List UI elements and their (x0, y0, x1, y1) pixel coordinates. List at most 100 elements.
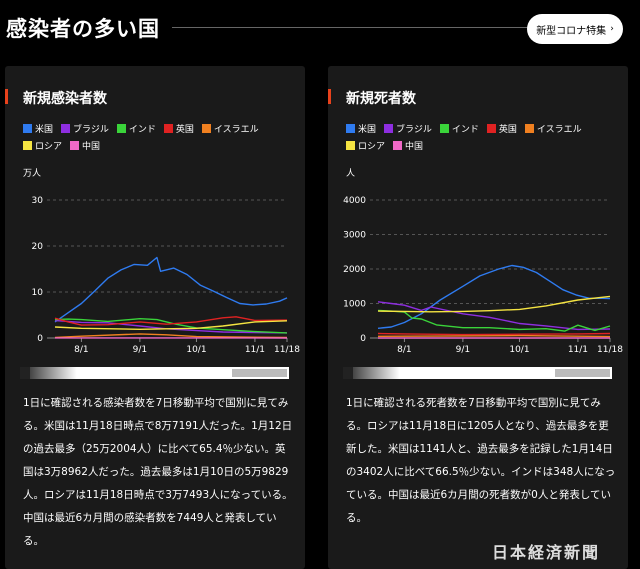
legend-label: ブラジル (73, 125, 109, 135)
legend-swatch (486, 124, 496, 133)
legend-item[interactable]: イスラエル (201, 122, 259, 139)
y-unit-label: 万人 (23, 169, 42, 179)
y-tick-label: 10 (32, 288, 44, 298)
x-tick-label: 10/1 (509, 345, 529, 355)
legend-label: 英国 (175, 125, 194, 135)
series-line-英国 (377, 332, 611, 336)
nikkei-logo: 日本経済新聞 (492, 543, 601, 562)
legend-row: 米国 ブラジル インド 英国 イスラエル (23, 122, 293, 139)
legend-label: イスラエル (536, 125, 582, 135)
panel-description: 1日に確認される感染者数を7日移動平均で国別に見てみる。米国は11月18日時点で… (23, 397, 293, 547)
legend-label: ロシア (35, 142, 63, 152)
series-line-ブラジル (54, 319, 288, 334)
legend-row: ロシア 中国 (346, 139, 616, 156)
x-tick-label: 10/1 (186, 345, 206, 355)
panel-accent-bar (328, 89, 331, 104)
legend-item[interactable]: ロシア (346, 139, 385, 156)
panel-description: 1日に確認される死者数を7日移動平均で国別に見てみる。ロシアは11月18日に12… (346, 397, 616, 524)
covid-feature-label: 新型コロナ特集 (536, 25, 607, 37)
panel-accent-bar (5, 89, 8, 104)
series-line-インド (54, 318, 288, 334)
legend-item[interactable]: イスラエル (524, 122, 582, 139)
legend-label: 米国 (358, 125, 377, 135)
series-line-イスラエル (377, 334, 611, 338)
y-tick-label: 30 (32, 196, 44, 206)
legend-label: 中国 (405, 142, 424, 152)
legend-swatch (201, 124, 211, 133)
series-line-ロシア (54, 320, 288, 330)
legend-item[interactable]: ロシア (23, 139, 62, 156)
panel-title: 新規死者数 (346, 91, 416, 107)
series-line-米国 (54, 256, 288, 323)
legend-swatch (23, 124, 32, 133)
y-unit-label: 人 (346, 169, 356, 179)
chevron-right-icon: › (610, 24, 614, 34)
new-cases-panel: 新規感染者数 米国 ブラジル インド 英国 イスラエルロシア 中国 万人 0 10 20 30 8… (5, 66, 305, 569)
legend-item[interactable]: インド (439, 122, 479, 139)
legend-item[interactable]: ブラジル (384, 122, 432, 139)
x-tick-label: 9/1 (133, 345, 147, 355)
legend-label: ブラジル (396, 125, 432, 135)
legend-item[interactable]: インド (116, 122, 156, 139)
x-tick-label: 11/18 (274, 345, 300, 355)
panel-title: 新規感染者数 (23, 91, 107, 107)
y-tick-label: 20 (32, 242, 44, 252)
legend-label: 米国 (35, 125, 54, 135)
page-title: 感染者の多い国 (6, 17, 160, 41)
x-tick-label: 8/1 (397, 345, 411, 355)
scrollbar-thumb[interactable] (555, 369, 610, 377)
x-tick-label: 11/1 (245, 345, 265, 355)
legend-item[interactable]: 米国 (346, 122, 376, 139)
legend-item[interactable]: 英国 (163, 122, 194, 139)
legend-swatch (346, 141, 355, 150)
legend-swatch (61, 124, 71, 133)
series-line-米国 (377, 264, 611, 329)
legend-label: 中国 (82, 142, 101, 152)
legend-label: 英国 (498, 125, 517, 135)
scroll-left-handle[interactable] (343, 367, 353, 379)
legend-label: インド (451, 125, 479, 135)
scroll-left-handle[interactable] (20, 367, 30, 379)
legend-item[interactable]: 英国 (486, 122, 517, 139)
new-deaths-panel: 新規死者数 米国 ブラジル インド 英国 イスラエル ロシア 中国 人 0 1000 2000 3… (328, 66, 628, 569)
legend-swatch (116, 124, 126, 133)
legend-item[interactable]: 米国 (23, 122, 53, 139)
deaths-line-chart: 0 1000 2000 3000 4000 8/1 9/1 10/1 11/1 11/18 (343, 196, 623, 355)
chart-legend: 米国 ブラジル インド 英国 イスラエルロシア 中国 (346, 122, 616, 156)
series-line-ブラジル (377, 301, 611, 331)
x-tick-label: 8/1 (74, 345, 88, 355)
cases-line-chart: 0 10 20 30 8/1 9/1 10/1 11/1 11/18 (32, 196, 301, 355)
legend-swatch (524, 124, 534, 133)
y-tick-label: 0 (37, 334, 43, 344)
x-tick-label: 9/1 (456, 345, 470, 355)
scrollbar-thumb[interactable] (232, 369, 287, 377)
legend-swatch (346, 124, 355, 133)
legend-item[interactable]: 中国 (70, 139, 100, 156)
x-tick-label: 11/18 (597, 345, 623, 355)
chart-scrollbar[interactable] (20, 367, 289, 379)
legend-label: イスラエル (213, 125, 259, 135)
legend-item[interactable]: 中国 (393, 139, 423, 156)
legend-swatch (384, 124, 394, 133)
legend-swatch (393, 141, 403, 150)
legend-swatch (70, 141, 80, 150)
legend-swatch (439, 124, 449, 133)
legend-row: 米国 ブラジル インド 英国 イスラエル (346, 122, 616, 139)
series-line-英国 (54, 316, 288, 326)
chart-legend: 米国 ブラジル インド 英国 イスラエルロシア 中国 (23, 122, 293, 156)
legend-row: ロシア 中国 (23, 139, 293, 156)
series-line-ロシア (377, 295, 611, 313)
legend-item[interactable]: ブラジル (61, 122, 109, 139)
chart-scrollbar[interactable] (343, 367, 612, 379)
legend-label: インド (128, 125, 156, 135)
series-line-インド (377, 309, 611, 332)
y-tick-label: 4000 (343, 196, 366, 206)
page-header: 感染者の多い国 新型コロナ特集 › (0, 0, 640, 56)
series-line-イスラエル (54, 333, 288, 339)
covid-feature-button[interactable]: 新型コロナ特集 › (527, 14, 623, 44)
header-divider (172, 27, 622, 28)
y-tick-label: 0 (360, 334, 366, 344)
legend-swatch (163, 124, 173, 133)
y-tick-label: 2000 (343, 265, 366, 275)
legend-swatch (23, 141, 32, 150)
